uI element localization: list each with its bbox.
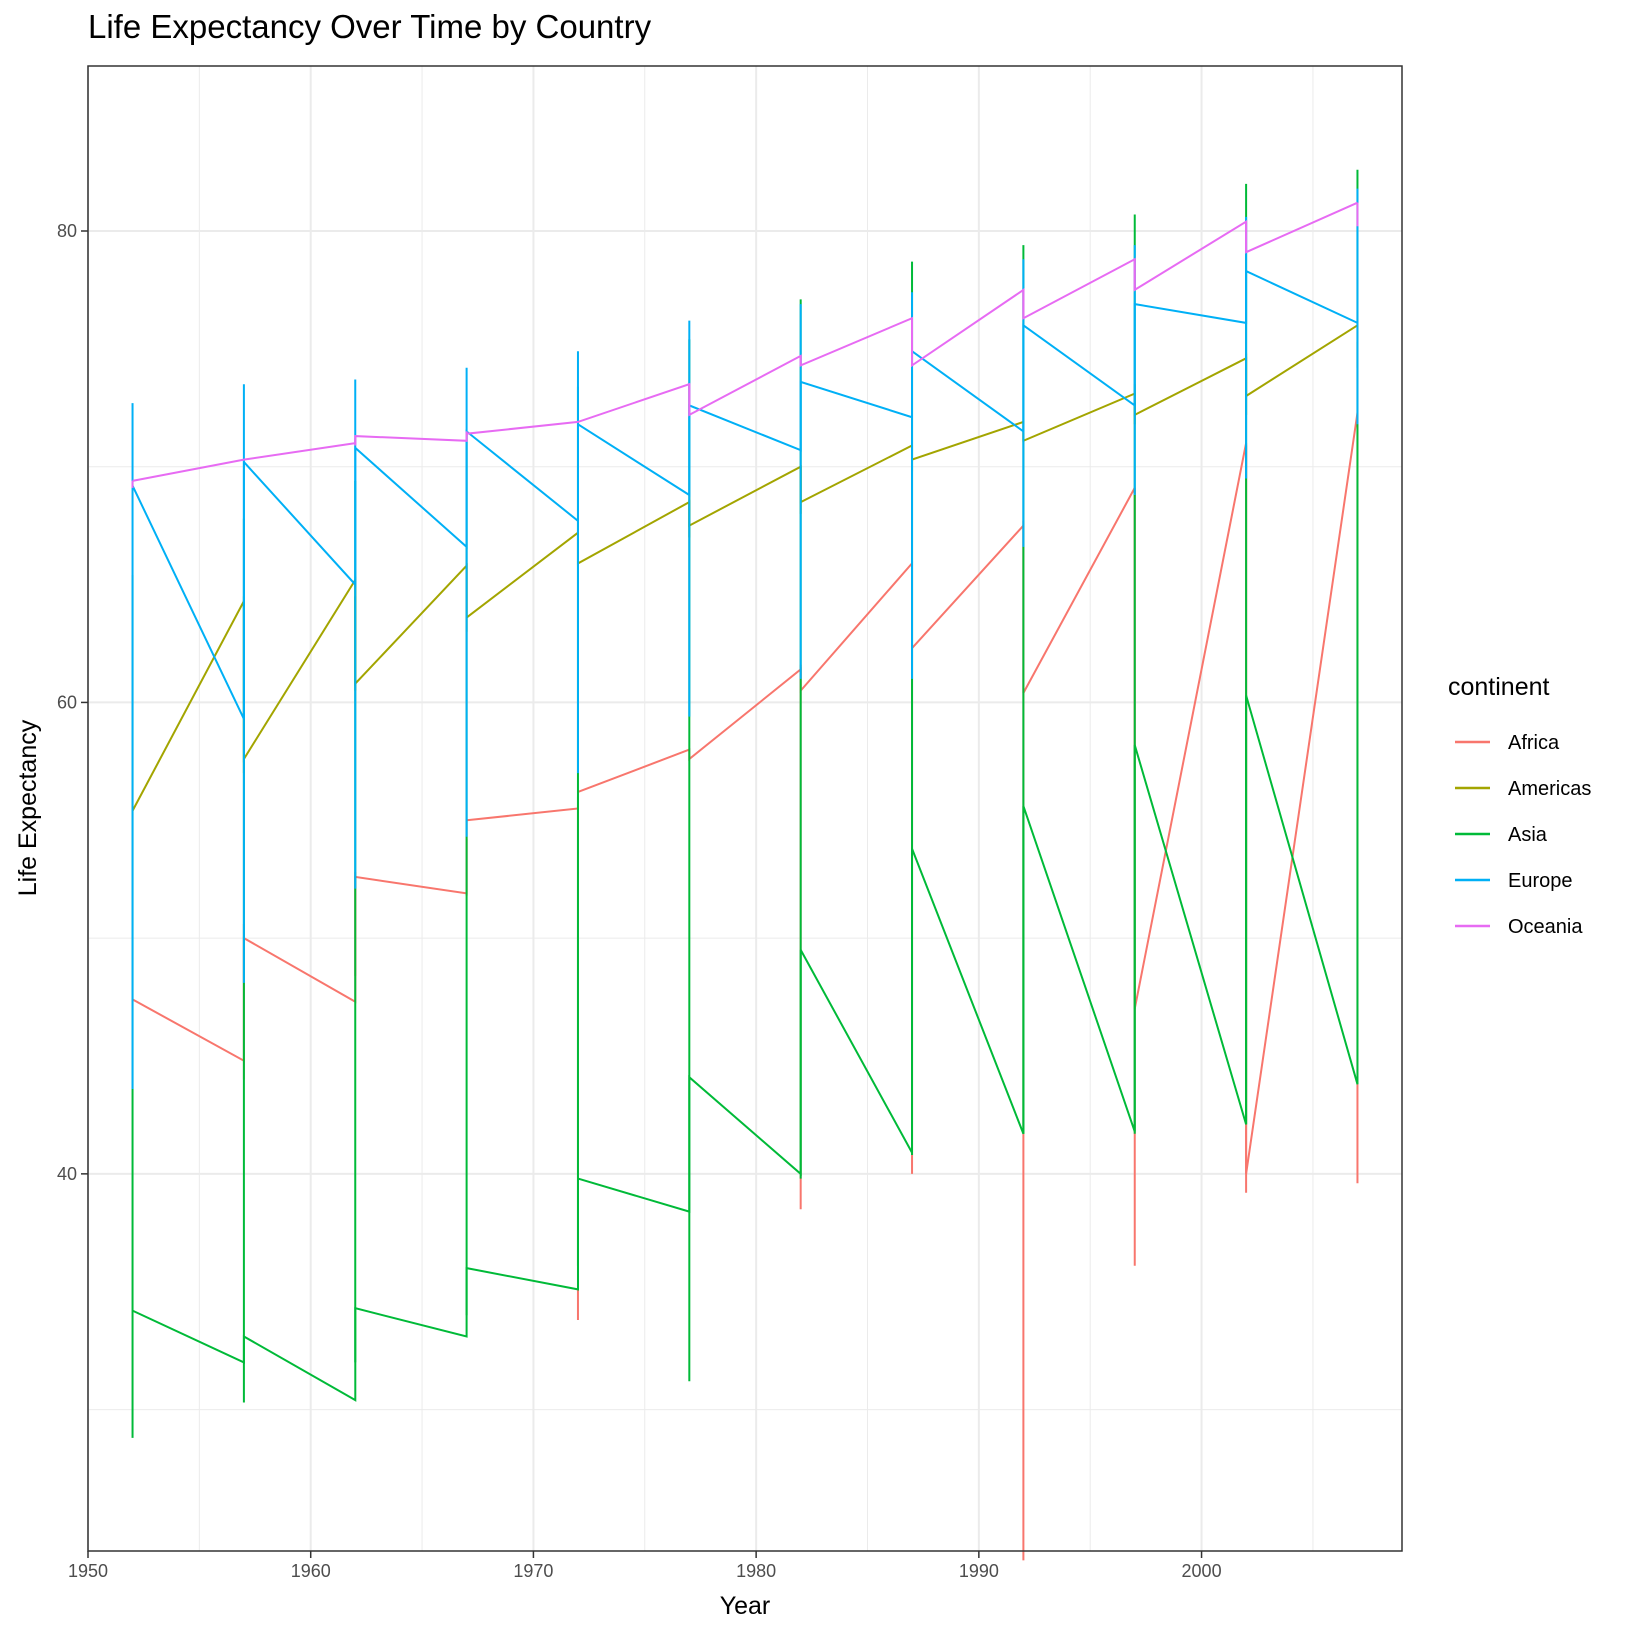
- grid-lines: [87, 66, 1402, 1551]
- legend-label-asia: Asia: [1508, 824, 1548, 846]
- y-tick-label: 60: [57, 692, 77, 712]
- legend-label-africa: Africa: [1508, 732, 1560, 754]
- x-tick-label: 1970: [513, 1561, 553, 1581]
- legend-label-europe: Europe: [1508, 870, 1573, 892]
- series-oceania-line: [132, 201, 1358, 482]
- legend: Africa Americas Asia Europe Oceania: [1455, 732, 1591, 938]
- plot-panel-border: [87, 65, 1403, 1552]
- series-europe-line: [131, 269, 1358, 720]
- y-axis-title: Life Expectancy: [14, 719, 42, 896]
- legend-label-oceania: Oceania: [1508, 916, 1583, 938]
- axis-ticks: 1950 1960 1970 1980 1990 2000 40 60 80: [57, 221, 1222, 1581]
- data-lines: [131, 169, 1359, 1561]
- legend-label-americas: Americas: [1508, 778, 1591, 800]
- y-tick-label: 40: [57, 1164, 77, 1184]
- series-asia-line: [132, 695, 1359, 1402]
- x-tick-label: 1960: [291, 1561, 331, 1581]
- x-tick-label: 2000: [1182, 1561, 1222, 1581]
- plot-panel-background: [88, 66, 1402, 1551]
- x-tick-label: 1990: [959, 1561, 999, 1581]
- y-tick-label: 80: [57, 221, 77, 241]
- x-tick-label: 1950: [68, 1561, 108, 1581]
- x-axis-title: Year: [720, 1592, 771, 1620]
- chart-title: Life Expectancy Over Time by Country: [88, 8, 652, 45]
- x-tick-label: 1980: [736, 1561, 776, 1581]
- series-oceania: [131, 201, 1359, 488]
- legend-title: continent: [1448, 673, 1550, 701]
